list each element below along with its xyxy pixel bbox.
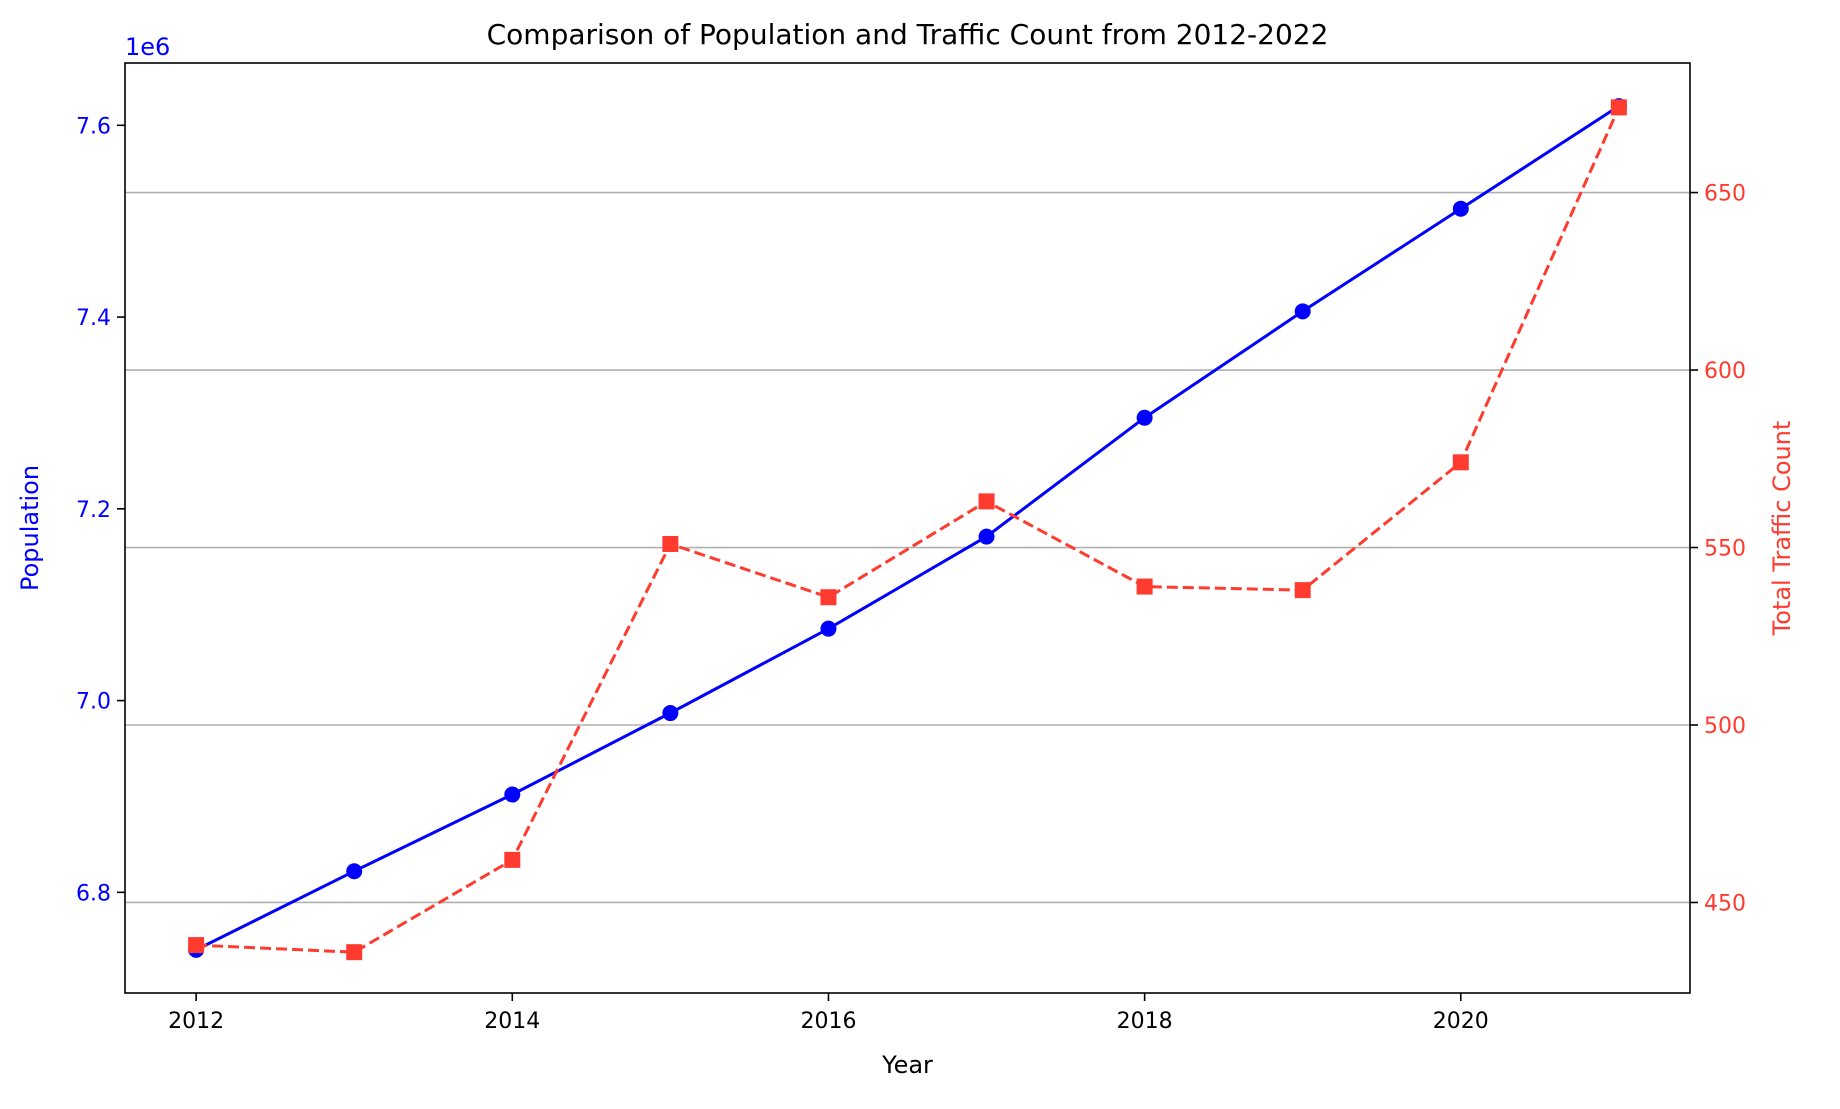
traffic-count-point: [1294, 582, 1311, 599]
y-right-axis-label: Total Traffic Count: [1768, 421, 1796, 637]
grid-lines: [125, 191, 1690, 904]
population-point: [504, 786, 521, 803]
traffic-count-point: [188, 937, 205, 954]
traffic-count-point: [1136, 578, 1153, 595]
y-right-tick-label: 600: [1704, 359, 1746, 384]
traffic-count-point: [820, 589, 837, 606]
population-point: [1294, 303, 1311, 320]
x-tick-label: 2020: [1433, 1009, 1489, 1034]
population-point: [978, 528, 995, 545]
traffic-count-point: [978, 493, 995, 510]
y-left-tick-label: 7.0: [76, 690, 111, 715]
y-left-tick-label: 6.8: [76, 881, 111, 906]
y-left-tick-label: 7.2: [76, 498, 111, 523]
population-point: [1452, 200, 1469, 217]
x-tick-label: 2018: [1117, 1009, 1173, 1034]
y-right-tick-label: 550: [1704, 537, 1746, 562]
traffic-count-point: [662, 535, 679, 552]
traffic-count-point: [1610, 99, 1627, 116]
traffic-count-line: [196, 106, 1621, 954]
y-right-tick-label: 450: [1704, 891, 1746, 916]
y-left-tick-label: 7.4: [76, 306, 111, 331]
x-tick-label: 2012: [168, 1009, 224, 1034]
chart-title: Comparison of Population and Traffic Cou…: [487, 18, 1329, 51]
ticks-layer: 2012 2014 2016 2018 2020 6.8 7.0 7.2 7.4 7.6 450 50…: [76, 114, 1746, 1034]
traffic-count-point: [346, 944, 363, 961]
population-point: [820, 620, 837, 637]
y-right-tick-label: 500: [1704, 714, 1746, 739]
x-tick-label: 2014: [484, 1009, 540, 1034]
y-left-offset-text: 1e6: [125, 33, 170, 61]
y-left-tick-label: 7.6: [76, 114, 111, 139]
y-left-axis-label: Population: [16, 465, 44, 591]
population-point: [662, 705, 679, 722]
x-axis-label: Year: [881, 1051, 933, 1079]
traffic-count-point: [504, 851, 521, 868]
x-tick-label: 2016: [800, 1009, 856, 1034]
y-right-tick-label: 650: [1704, 182, 1746, 207]
population-point: [346, 863, 363, 880]
population-line: [195, 104, 1620, 952]
plot-frame: [124, 62, 1691, 994]
series-layer: [188, 98, 1627, 961]
traffic-count-point: [1452, 454, 1469, 471]
population-point: [1136, 409, 1153, 426]
